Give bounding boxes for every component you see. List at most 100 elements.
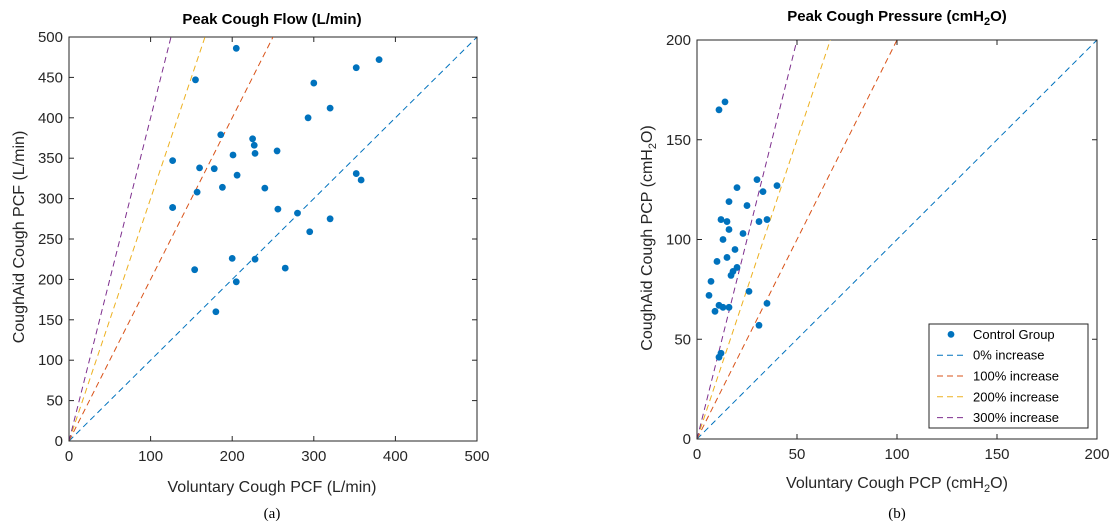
data-point [743, 202, 751, 209]
y-tick-label: 50 [674, 331, 691, 348]
data-point [233, 171, 241, 179]
data-point [191, 266, 199, 274]
legend-item: 300% increase [937, 410, 1059, 425]
reference-line-100-increase [697, 40, 898, 439]
x-tick-label: 100 [138, 448, 163, 465]
y-tick-label: 500 [38, 29, 63, 46]
data-point [274, 205, 282, 213]
y-tick-label: 100 [38, 352, 63, 369]
data-point [210, 165, 218, 173]
x-tick-label: 300 [301, 448, 326, 465]
data-point [251, 149, 259, 157]
legend-label: 300% increase [973, 410, 1059, 425]
reference-line-300-increase [697, 40, 798, 439]
legend-label: 100% increase [973, 369, 1059, 384]
y-tick-label: 400 [38, 110, 63, 127]
data-point [310, 79, 318, 87]
y-tick-label: 150 [666, 132, 691, 149]
data-point [717, 216, 725, 223]
x-tick-label: 0 [693, 446, 701, 463]
data-point [306, 228, 314, 236]
legend-marker [947, 331, 955, 338]
data-point [719, 236, 727, 243]
panel-a-peak-cough-flow: Peak Cough Flow (L/min) 0 100 200 300 400 500… [11, 11, 490, 522]
data-point [232, 44, 240, 52]
x-axis-label: Voluntary Cough PCF (L/min) [168, 479, 377, 496]
x-axis-label-subscript: 2 [984, 483, 990, 495]
y-tick-label: 0 [55, 433, 63, 450]
x-tick-label: 200 [220, 448, 245, 465]
data-point [169, 204, 177, 211]
y-tick-label: 350 [38, 150, 63, 167]
data-point [721, 98, 729, 106]
reference-line-200-increase [697, 40, 831, 439]
data-point [352, 170, 360, 177]
plot-area: 0 50 100 150 200 0 50 100 150 200 Control Group 0% … [666, 32, 1110, 463]
data-point [212, 308, 220, 316]
x-tick-label: 500 [464, 448, 489, 465]
data-point [715, 106, 723, 114]
y-tick-label: 300 [38, 191, 63, 208]
data-point [713, 258, 721, 265]
data-point [219, 183, 226, 191]
panel-b-peak-cough-pressure: Peak Cough Pressure (cmH2O) 0 50 100 150 200… [639, 8, 1110, 522]
y-tick-label: 50 [46, 393, 63, 410]
data-point [352, 64, 360, 72]
y-axis-label: CoughAid Cough PCF (L/min) [11, 131, 28, 344]
x-tick-label: 100 [884, 446, 909, 463]
data-point [717, 349, 725, 357]
panel-caption: (b) [888, 506, 906, 522]
x-tick-label: 200 [1084, 446, 1109, 463]
legend-item: 100% increase [937, 369, 1059, 384]
y-tick-label: 250 [38, 231, 63, 248]
data-point [763, 216, 771, 223]
data-point [725, 303, 733, 311]
y-axis-label: CoughAid Cough PCP (cmH2O) [639, 125, 659, 350]
title-subscript: 2 [984, 16, 990, 28]
data-point [731, 246, 739, 253]
legend-label: Control Group [973, 327, 1055, 342]
data-point [357, 176, 365, 184]
x-tick-label: 0 [65, 448, 73, 465]
data-point [232, 278, 240, 286]
legend-item: 200% increase [937, 389, 1059, 404]
x-axis-label-end: O) [990, 475, 1008, 492]
reference-line-100-increase [69, 37, 274, 441]
legend-item: Control Group [947, 327, 1055, 342]
y-tick-label: 150 [38, 312, 63, 329]
data-point [753, 176, 761, 184]
data-point [217, 131, 225, 139]
y-tick-label: 450 [38, 69, 63, 86]
legend-item: 0% increase [937, 348, 1045, 363]
chart-title: Peak Cough Flow (L/min) [182, 11, 361, 28]
legend-label: 0% increase [973, 348, 1045, 363]
legend: Control Group 0% increase 100% increase 200… [928, 323, 1089, 429]
chart-title: Peak Cough Pressure (cmH2O) [787, 8, 1007, 28]
data-point [251, 255, 259, 263]
y-axis-label-end: O) [639, 125, 656, 143]
data-point [193, 188, 201, 196]
data-point [733, 184, 741, 192]
data-point [375, 56, 383, 64]
reference-line-0-increase [697, 40, 1097, 439]
x-tick-label: 150 [984, 446, 1009, 463]
data-point [705, 291, 713, 299]
y-tick-label: 200 [666, 32, 691, 49]
data-point [294, 209, 301, 217]
data-point [273, 147, 281, 155]
legend-box [928, 323, 1089, 429]
data-point [755, 321, 763, 329]
data-point [773, 182, 781, 190]
data-point [723, 254, 731, 261]
data-point [759, 188, 767, 196]
x-tick-label: 50 [789, 446, 806, 463]
reference-line-0-increase [69, 37, 477, 441]
data-point [707, 277, 715, 285]
data-point [725, 198, 733, 205]
data-point [711, 307, 719, 315]
data-point [739, 230, 747, 237]
data-point [169, 157, 177, 165]
data-point [326, 104, 334, 112]
data-point [228, 254, 236, 262]
